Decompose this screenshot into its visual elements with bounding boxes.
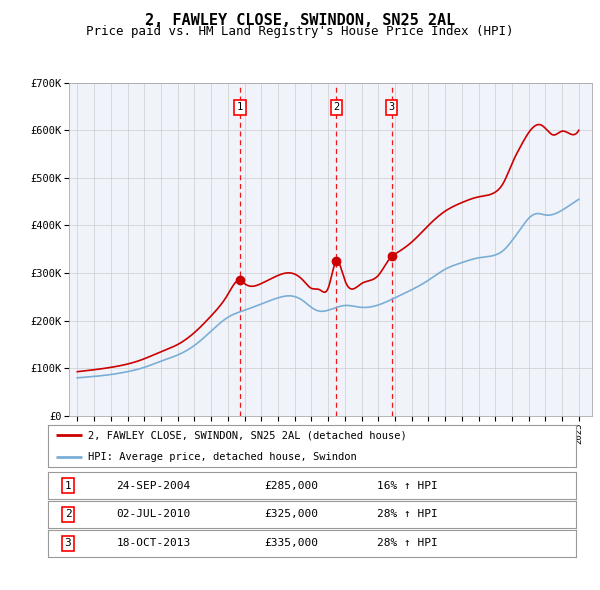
Text: 3: 3 [388,102,395,112]
Text: 18-OCT-2013: 18-OCT-2013 [116,539,191,548]
Text: £285,000: £285,000 [264,481,318,490]
Text: £325,000: £325,000 [264,510,318,519]
Text: 28% ↑ HPI: 28% ↑ HPI [377,539,437,548]
Text: 1: 1 [65,481,71,490]
Text: 02-JUL-2010: 02-JUL-2010 [116,510,191,519]
Text: 28% ↑ HPI: 28% ↑ HPI [377,510,437,519]
Text: 2: 2 [334,102,340,112]
Text: 3: 3 [65,539,71,548]
Text: Price paid vs. HM Land Registry's House Price Index (HPI): Price paid vs. HM Land Registry's House … [86,25,514,38]
Text: 16% ↑ HPI: 16% ↑ HPI [377,481,437,490]
Text: 2: 2 [65,510,71,519]
Text: 2, FAWLEY CLOSE, SWINDON, SN25 2AL (detached house): 2, FAWLEY CLOSE, SWINDON, SN25 2AL (deta… [88,431,406,440]
Text: 1: 1 [237,102,243,112]
Text: £335,000: £335,000 [264,539,318,548]
Text: 2, FAWLEY CLOSE, SWINDON, SN25 2AL: 2, FAWLEY CLOSE, SWINDON, SN25 2AL [145,13,455,28]
Text: 24-SEP-2004: 24-SEP-2004 [116,481,191,490]
Text: HPI: Average price, detached house, Swindon: HPI: Average price, detached house, Swin… [88,452,356,461]
